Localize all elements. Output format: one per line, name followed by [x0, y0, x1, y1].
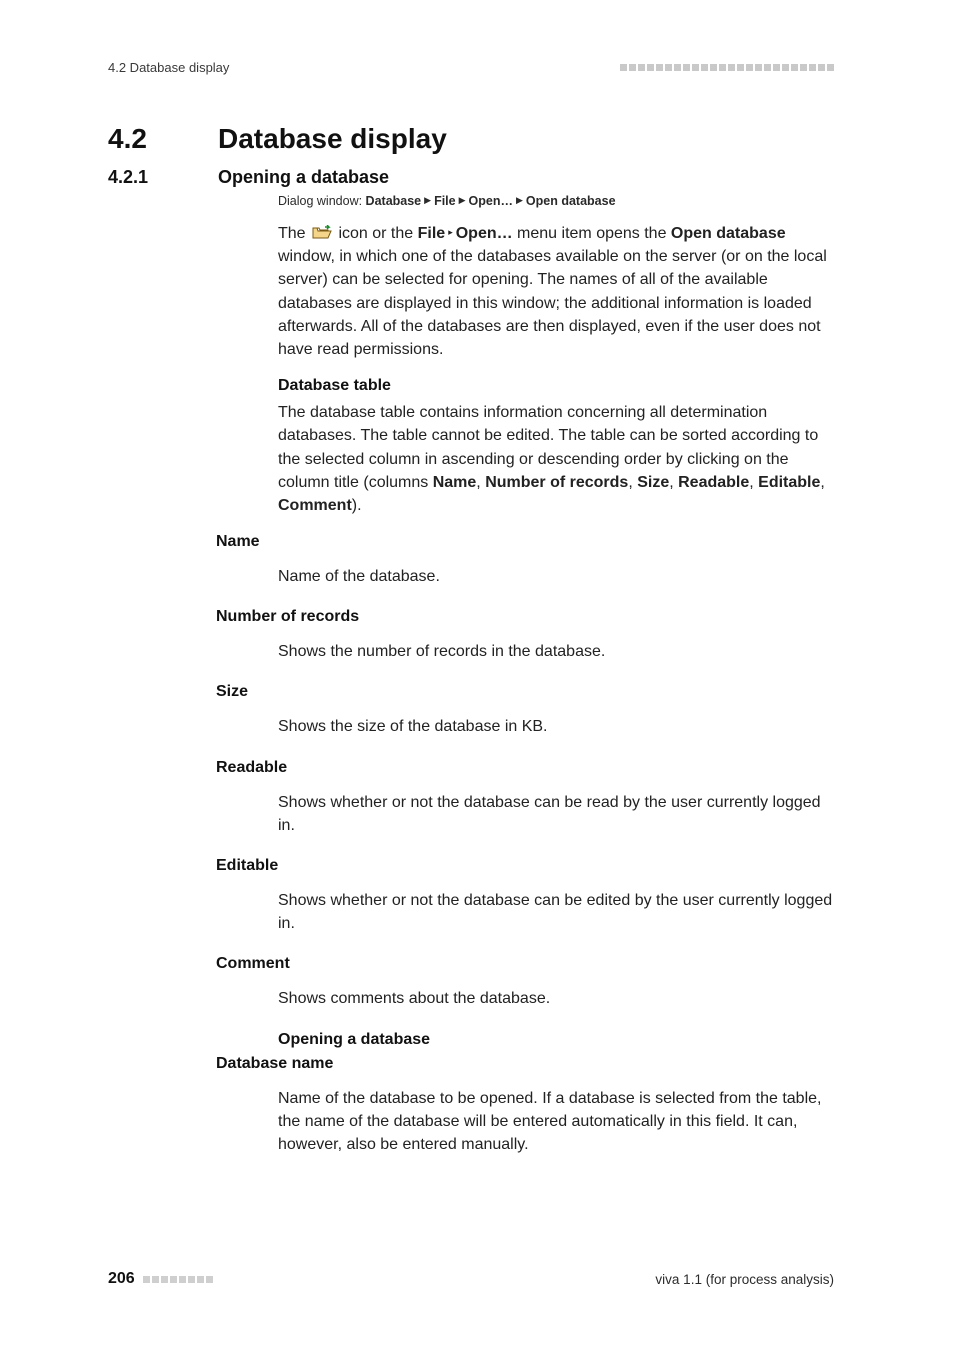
- subsection-title: Opening a database: [218, 167, 389, 188]
- field-label: Editable: [216, 857, 834, 875]
- header-ornament: [620, 64, 834, 71]
- field-desc: Shows the size of the database in KB.: [278, 715, 834, 738]
- database-table-paragraph: The database table contains information …: [278, 401, 834, 517]
- field-label: Name: [216, 533, 834, 551]
- open-folder-icon: [312, 224, 332, 239]
- section-heading: 4.2 Database display: [108, 123, 834, 155]
- field-desc: Shows whether or not the database can be…: [278, 889, 834, 935]
- col-readable: Readable: [678, 474, 749, 491]
- col-name: Name: [433, 474, 477, 491]
- database-table-heading: Database table: [278, 377, 834, 395]
- field-label: Database name: [216, 1055, 834, 1073]
- window-name: Open database: [671, 225, 786, 242]
- content-column: Dialog window: Database▶File▶Open…▶Open …: [278, 194, 834, 1156]
- text: menu item opens the: [513, 225, 671, 242]
- menu-open: Open…: [456, 225, 513, 242]
- field-desc: Shows whether or not the database can be…: [278, 791, 834, 837]
- sep: ,: [820, 474, 824, 491]
- footer-ornament: [143, 1276, 213, 1283]
- breadcrumb-arrow-icon: ▶: [424, 195, 431, 206]
- page: 4.2 Database display 4.2 Database displa…: [0, 0, 954, 1350]
- page-footer: 206 viva 1.1 (for process analysis): [108, 1270, 834, 1288]
- section-title: Database display: [218, 123, 447, 155]
- text: window, in which one of the databases av…: [278, 248, 827, 358]
- footer-left: 206: [108, 1270, 213, 1288]
- field-size: Size Shows the size of the database in K…: [278, 683, 834, 738]
- text: icon or the: [334, 225, 418, 242]
- section-number: 4.2: [108, 123, 188, 155]
- running-header: 4.2 Database display: [108, 60, 834, 75]
- dialog-path: Dialog window: Database▶File▶Open…▶Open …: [278, 194, 834, 208]
- dialog-part-2: Open…: [469, 194, 513, 208]
- col-records: Number of records: [485, 474, 628, 491]
- breadcrumb-arrow-icon: ▸: [448, 226, 453, 239]
- dialog-prefix: Dialog window:: [278, 194, 366, 208]
- breadcrumb-arrow-icon: ▶: [516, 195, 523, 206]
- field-label: Size: [216, 683, 834, 701]
- field-name: Name Name of the database.: [278, 533, 834, 588]
- field-label: Readable: [216, 759, 834, 777]
- menu-file: File: [418, 225, 446, 242]
- dialog-part-1: File: [434, 194, 456, 208]
- field-desc: Shows the number of records in the datab…: [278, 640, 834, 663]
- col-comment: Comment: [278, 497, 352, 514]
- header-left-text: 4.2 Database display: [108, 60, 229, 75]
- sep: ,: [628, 474, 637, 491]
- field-readable: Readable Shows whether or not the databa…: [278, 759, 834, 837]
- field-comment: Comment Shows comments about the databas…: [278, 955, 834, 1010]
- field-number-of-records: Number of records Shows the number of re…: [278, 608, 834, 663]
- subsection-heading: 4.2.1 Opening a database: [108, 167, 834, 188]
- field-desc: Name of the database.: [278, 565, 834, 588]
- field-database-name: Database name Name of the database to be…: [278, 1055, 834, 1157]
- field-desc: Name of the database to be opened. If a …: [278, 1087, 834, 1157]
- intro-paragraph: The icon or the File▸Open… menu item ope…: [278, 222, 834, 361]
- page-number: 206: [108, 1270, 135, 1288]
- field-desc: Shows comments about the database.: [278, 987, 834, 1010]
- breadcrumb-arrow-icon: ▶: [459, 195, 466, 206]
- col-editable: Editable: [758, 474, 820, 491]
- subsection-number: 4.2.1: [108, 167, 188, 188]
- sep: ,: [669, 474, 678, 491]
- footer-right-text: viva 1.1 (for process analysis): [655, 1272, 834, 1287]
- field-label: Number of records: [216, 608, 834, 626]
- text: ).: [352, 497, 362, 514]
- text: The: [278, 225, 310, 242]
- dialog-part-3: Open database: [526, 194, 616, 208]
- opening-database-heading: Opening a database: [278, 1031, 834, 1049]
- field-editable: Editable Shows whether or not the databa…: [278, 857, 834, 935]
- sep: ,: [476, 474, 485, 491]
- col-size: Size: [637, 474, 669, 491]
- field-label: Comment: [216, 955, 834, 973]
- dialog-part-0: Database: [366, 194, 422, 208]
- sep: ,: [749, 474, 758, 491]
